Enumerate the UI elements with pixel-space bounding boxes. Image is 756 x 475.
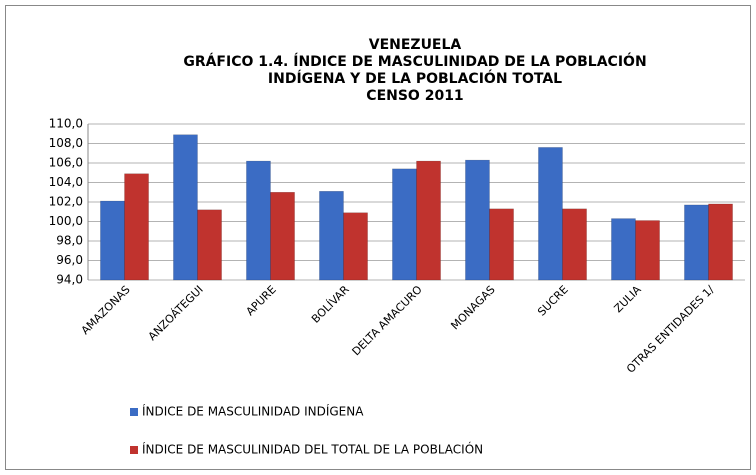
bar xyxy=(635,220,660,281)
chart-title: VENEZUELA xyxy=(369,37,462,53)
bar xyxy=(246,160,271,281)
y-tick-label: 110,0 xyxy=(49,117,83,131)
y-tick-label: 102,0 xyxy=(49,195,83,209)
bar xyxy=(270,192,295,281)
y-tick-label: 98,0 xyxy=(56,234,83,248)
bar xyxy=(100,200,125,281)
bar xyxy=(392,168,417,281)
y-tick-label: 100,0 xyxy=(49,214,83,228)
chart-title: INDÍGENA Y DE LA POBLACIÓN TOTAL xyxy=(268,69,562,87)
chart-title: CENSO 2011 xyxy=(366,88,463,104)
bar xyxy=(611,218,636,281)
bar xyxy=(538,147,563,281)
legend-label: ÍNDICE DE MASCULINIDAD DEL TOTAL DE LA P… xyxy=(142,442,483,457)
y-tick-label: 104,0 xyxy=(49,175,83,189)
bar xyxy=(319,191,344,281)
y-tick-label: 108,0 xyxy=(49,136,83,150)
bar xyxy=(197,209,222,281)
bar xyxy=(465,159,490,281)
bar xyxy=(343,212,368,281)
bar xyxy=(173,134,198,281)
bar xyxy=(489,208,514,281)
legend-label: ÍNDICE DE MASCULINIDAD INDÍGENA xyxy=(142,404,364,419)
y-tick-label: 106,0 xyxy=(49,156,83,170)
bar xyxy=(124,173,149,281)
y-tick-label: 96,0 xyxy=(56,253,83,267)
legend-swatch xyxy=(130,408,138,416)
chart-title: GRÁFICO 1.4. ÍNDICE DE MASCULINIDAD DE L… xyxy=(183,52,646,70)
bar xyxy=(708,203,733,281)
y-tick-label: 94,0 xyxy=(56,273,83,287)
bar xyxy=(684,204,709,281)
legend-swatch xyxy=(130,446,138,454)
bar xyxy=(562,208,587,281)
bar xyxy=(416,160,441,281)
